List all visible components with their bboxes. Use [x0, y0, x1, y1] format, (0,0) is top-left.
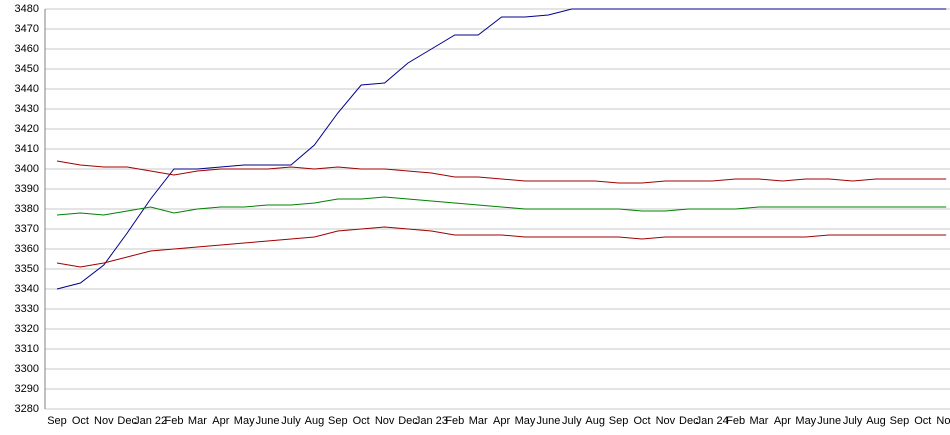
x-tick-label: May	[795, 415, 816, 427]
x-tick-label: Sep	[47, 415, 67, 427]
x-tick-label: Feb	[445, 415, 464, 427]
x-tick-label: May	[515, 415, 536, 427]
y-tick-label: 3380	[15, 203, 39, 215]
x-tick-label: Dec	[398, 415, 418, 427]
x-tick-label: Dec	[679, 415, 699, 427]
x-tick-label: May	[234, 415, 255, 427]
y-tick-label: 3480	[15, 3, 39, 15]
x-tick-label: Nov	[375, 415, 395, 427]
x-tick-label: June	[256, 415, 280, 427]
x-tick-label: July	[562, 415, 582, 427]
x-tick-label: Mar	[469, 415, 488, 427]
x-tick-label: Sep	[609, 415, 629, 427]
x-tick-label: Jan 24	[696, 415, 729, 427]
x-tick-label: Nov	[94, 415, 114, 427]
x-tick-label: Aug	[305, 415, 325, 427]
x-tick-label: Oct	[72, 415, 89, 427]
series-line	[56, 226, 947, 268]
y-tick-label: 3350	[15, 263, 39, 275]
y-tick-label: 3280	[15, 403, 39, 415]
x-tick-label: July	[843, 415, 863, 427]
y-tick-label: 3320	[15, 323, 39, 335]
x-tick-label: Sep	[328, 415, 348, 427]
x-tick-label: Sep	[890, 415, 910, 427]
y-tick-label: 3300	[15, 363, 39, 375]
x-tick-label: Feb	[726, 415, 745, 427]
x-tick-label: Nov	[936, 415, 950, 427]
x-tick-label: Dec	[117, 415, 137, 427]
x-tick-label: Feb	[165, 415, 184, 427]
x-tick-label: Nov	[656, 415, 676, 427]
x-tick-label: Mar	[750, 415, 769, 427]
y-tick-label: 3360	[15, 243, 39, 255]
series-line	[56, 8, 947, 290]
y-tick-label: 3450	[15, 63, 39, 75]
x-tick-label: Oct	[914, 415, 931, 427]
y-tick-label: 3340	[15, 283, 39, 295]
y-tick-label: 3470	[15, 23, 39, 35]
y-tick-label: 3330	[15, 303, 39, 315]
series-line	[56, 196, 947, 216]
x-tick-label: Oct	[353, 415, 370, 427]
y-tick-label: 3400	[15, 163, 39, 175]
x-tick-label: Oct	[633, 415, 650, 427]
x-tick-label: June	[536, 415, 560, 427]
y-tick-label: 3420	[15, 123, 39, 135]
x-tick-label: Jan 22	[134, 415, 167, 427]
x-tick-label: June	[817, 415, 841, 427]
x-tick-label: Aug	[585, 415, 605, 427]
x-tick-label: July	[281, 415, 301, 427]
y-tick-label: 3370	[15, 223, 39, 235]
y-tick-label: 3390	[15, 183, 39, 195]
x-tick-label: Mar	[188, 415, 207, 427]
series-line	[56, 160, 947, 184]
x-tick-label: Apr	[774, 415, 791, 427]
x-tick-label: Jan 23	[415, 415, 448, 427]
y-tick-label: 3410	[15, 143, 39, 155]
y-tick-label: 3430	[15, 103, 39, 115]
x-tick-label: Aug	[866, 415, 886, 427]
y-tick-label: 3310	[15, 343, 39, 355]
x-tick-label: Apr	[493, 415, 510, 427]
x-tick-label: Apr	[212, 415, 229, 427]
y-tick-label: 3290	[15, 383, 39, 395]
y-tick-label: 3460	[15, 43, 39, 55]
y-tick-label: 3440	[15, 83, 39, 95]
